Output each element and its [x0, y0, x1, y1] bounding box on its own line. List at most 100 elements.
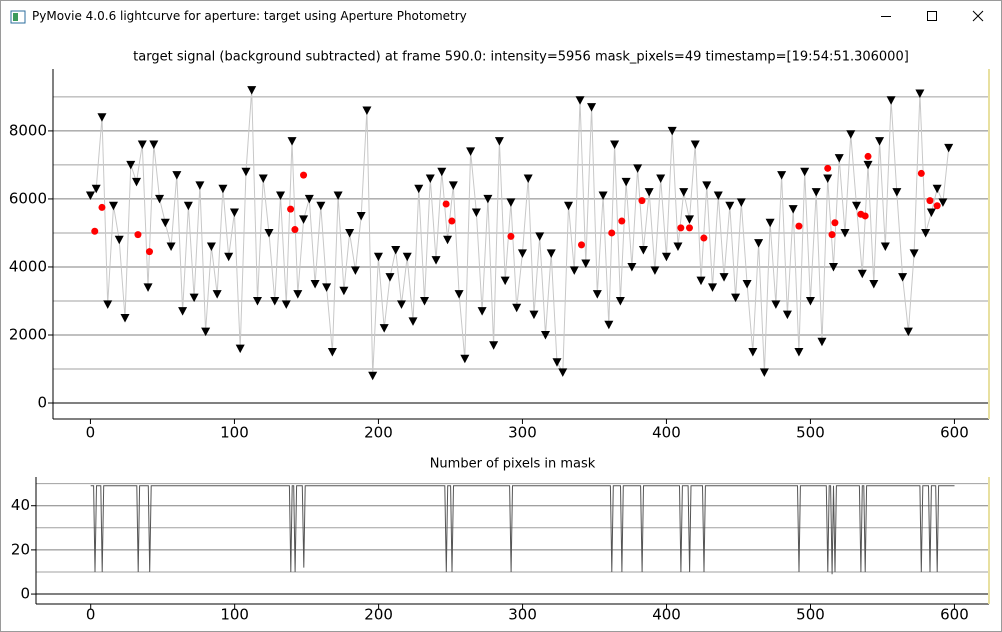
point: [540, 330, 550, 340]
point: [98, 203, 106, 211]
point: [149, 140, 159, 150]
point: [489, 341, 499, 350]
point: [189, 293, 199, 303]
x-tick-label: 100: [220, 606, 249, 624]
point: [362, 106, 372, 115]
point: [293, 290, 303, 299]
point: [195, 181, 205, 190]
point: [627, 262, 637, 272]
point: [581, 259, 591, 269]
point: [507, 232, 515, 240]
point: [201, 327, 211, 337]
point: [287, 137, 297, 146]
point: [281, 300, 291, 309]
point: [834, 154, 844, 163]
point: [673, 242, 683, 252]
point: [898, 273, 908, 282]
point: [926, 208, 936, 218]
point: [218, 184, 228, 194]
point: [183, 201, 193, 211]
point: [132, 177, 142, 187]
y-tick-label: 40: [11, 496, 30, 514]
point: [373, 252, 383, 262]
point: [608, 229, 616, 237]
point: [155, 194, 165, 204]
point: [731, 293, 741, 303]
point: [823, 174, 833, 184]
point: [145, 248, 153, 256]
point: [805, 296, 815, 306]
point: [656, 174, 666, 184]
point: [108, 201, 118, 211]
point: [160, 218, 170, 228]
point: [684, 215, 694, 224]
point: [103, 300, 113, 309]
point: [333, 191, 343, 201]
point: [667, 126, 677, 136]
maximize-button[interactable]: [909, 1, 955, 32]
point: [575, 96, 585, 105]
point: [471, 208, 481, 218]
point: [345, 228, 355, 238]
y-tick-label: 8000: [9, 121, 47, 139]
point: [448, 217, 456, 225]
title-bar: PyMovie 4.0.6 lightcurve for aperture: t…: [1, 1, 1001, 32]
point: [316, 201, 326, 211]
plot-background: [1, 32, 1001, 631]
point: [861, 212, 869, 220]
point: [903, 327, 913, 337]
x-tick-label: 500: [796, 424, 825, 442]
point: [327, 347, 337, 357]
connector-line: [90, 90, 950, 376]
x-tick-label: 200: [364, 606, 393, 624]
point: [771, 300, 781, 309]
y-tick-label: 20: [11, 540, 30, 558]
x-tick-label: 0: [86, 606, 96, 624]
point: [933, 202, 941, 210]
point: [880, 242, 890, 252]
point: [270, 296, 280, 306]
point: [546, 249, 556, 258]
point: [350, 266, 360, 275]
point: [696, 276, 706, 286]
point: [795, 222, 803, 230]
point: [886, 96, 896, 105]
point: [650, 266, 660, 275]
y-tick-label: 6000: [9, 189, 47, 207]
point: [777, 171, 787, 180]
point: [414, 184, 424, 194]
point: [938, 198, 948, 207]
point: [932, 184, 942, 194]
minimize-button[interactable]: [863, 1, 909, 32]
point: [592, 290, 602, 299]
point: [892, 188, 902, 197]
point: [679, 188, 689, 197]
point: [241, 167, 251, 177]
close-button[interactable]: [955, 1, 1001, 32]
point: [742, 279, 752, 289]
point: [442, 200, 450, 208]
y-tick-label: 2000: [9, 325, 47, 343]
point: [454, 290, 464, 299]
point: [235, 344, 245, 354]
point: [91, 184, 101, 194]
point: [615, 296, 625, 306]
app-icon: [10, 10, 26, 24]
point: [702, 181, 712, 190]
point: [736, 198, 746, 207]
point: [535, 232, 545, 241]
point: [178, 307, 188, 316]
point: [483, 194, 493, 204]
point: [517, 249, 527, 258]
point: [512, 303, 522, 313]
point: [817, 337, 827, 347]
point: [229, 208, 239, 218]
point: [356, 211, 366, 221]
point: [114, 235, 124, 245]
point: [852, 201, 862, 211]
point: [824, 164, 832, 172]
point: [206, 242, 216, 252]
point: [287, 205, 295, 213]
point: [291, 226, 299, 234]
point: [944, 143, 954, 153]
